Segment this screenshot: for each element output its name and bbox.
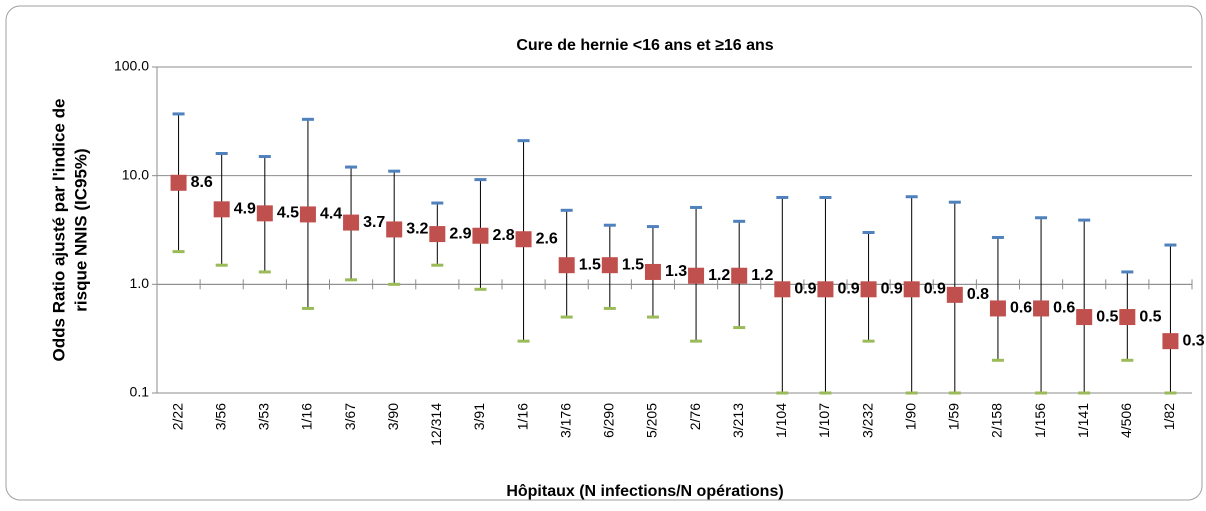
- data-label: 0.9: [794, 281, 816, 298]
- x-tick-label: 2/22: [169, 403, 185, 430]
- data-label: 3.2: [406, 221, 428, 238]
- point-marker: [1119, 309, 1136, 326]
- point-marker: [213, 201, 230, 218]
- data-label: 8.6: [191, 174, 213, 191]
- point-marker: [515, 231, 532, 248]
- x-tick-label: 2/158: [989, 403, 1005, 438]
- data-label: 2.6: [536, 230, 558, 247]
- data-label: 1.5: [579, 256, 601, 273]
- chart-title: Cure de hernie <16 ans et ≥16 ans: [516, 37, 773, 54]
- data-label: 2.8: [492, 227, 514, 244]
- point-marker: [774, 281, 791, 298]
- x-tick-label: 3/56: [212, 403, 228, 430]
- data-label: 0.6: [1010, 300, 1032, 317]
- x-tick-label: 3/232: [859, 403, 875, 438]
- y-tick-label: 10.0: [122, 166, 149, 182]
- x-axis-title: Hôpitaux (N infections/N opérations): [506, 483, 783, 500]
- y-tick-label: 100.0: [114, 58, 149, 74]
- data-label: 0.9: [837, 281, 859, 298]
- point-marker: [989, 300, 1006, 317]
- data-label: 4.9: [234, 201, 256, 218]
- point-marker: [1076, 309, 1093, 326]
- y-tick-label: 1.0: [130, 275, 150, 291]
- x-tick-label: 3/176: [557, 403, 573, 438]
- data-label: 4.5: [277, 205, 299, 222]
- point-marker: [386, 221, 403, 238]
- data-label: 0.8: [967, 286, 989, 303]
- x-tick-label: 2/76: [687, 403, 703, 430]
- point-marker: [903, 281, 920, 298]
- x-tick-label: 1/59: [946, 403, 962, 430]
- data-label: 1.2: [751, 267, 773, 284]
- y-tick-label: 0.1: [130, 384, 150, 400]
- y-axis-title: risque NNIS (IC95%): [71, 148, 90, 311]
- x-tick-label: 3/53: [256, 403, 272, 430]
- data-label: 0.5: [1096, 308, 1118, 325]
- data-label: 1.5: [622, 256, 644, 273]
- point-marker: [343, 214, 360, 231]
- data-label: 2.9: [449, 225, 471, 242]
- point-marker: [731, 267, 748, 284]
- point-marker: [299, 206, 316, 223]
- chart-border: [5, 5, 1203, 501]
- point-marker: [817, 281, 834, 298]
- point-marker: [472, 227, 489, 244]
- point-marker: [688, 267, 705, 284]
- point-marker: [644, 263, 661, 280]
- data-label: 3.7: [363, 214, 385, 231]
- x-tick-label: 1/90: [902, 403, 918, 430]
- data-label: 0.5: [1139, 308, 1161, 325]
- x-tick-label: 6/290: [601, 403, 617, 438]
- point-marker: [1033, 300, 1050, 317]
- x-tick-label: 3/213: [730, 403, 746, 438]
- data-label: 1.2: [708, 267, 730, 284]
- point-marker: [946, 286, 963, 303]
- x-tick-label: 1/156: [1032, 403, 1048, 438]
- x-tick-label: 3/91: [471, 403, 487, 430]
- x-tick-label: 1/104: [773, 403, 789, 438]
- point-marker: [1162, 333, 1179, 350]
- point-marker: [601, 257, 618, 274]
- point-marker: [558, 257, 575, 274]
- point-marker: [429, 226, 446, 243]
- x-tick-label: 12/314: [428, 403, 444, 446]
- x-tick-label: 1/107: [816, 403, 832, 438]
- data-label: 0.9: [924, 281, 946, 298]
- x-tick-label: 3/90: [385, 403, 401, 430]
- x-tick-label: 4/506: [1118, 403, 1134, 438]
- data-label: 0.6: [1053, 300, 1075, 317]
- x-tick-label: 1/141: [1075, 403, 1091, 438]
- x-tick-label: 3/67: [342, 403, 358, 430]
- x-tick-label: 1/16: [299, 403, 315, 430]
- x-tick-label: 1/82: [1161, 403, 1177, 430]
- y-axis-title: Odds Ratio ajusté par l'indice de: [49, 99, 68, 362]
- data-label: 0.9: [881, 281, 903, 298]
- data-label: 4.4: [320, 206, 342, 223]
- x-tick-label: 1/16: [514, 403, 530, 430]
- point-marker: [860, 281, 877, 298]
- point-marker: [256, 205, 273, 222]
- data-label: 1.3: [665, 263, 687, 280]
- point-marker: [170, 174, 187, 191]
- data-label: 0.3: [1182, 332, 1204, 349]
- x-tick-label: 5/205: [644, 403, 660, 438]
